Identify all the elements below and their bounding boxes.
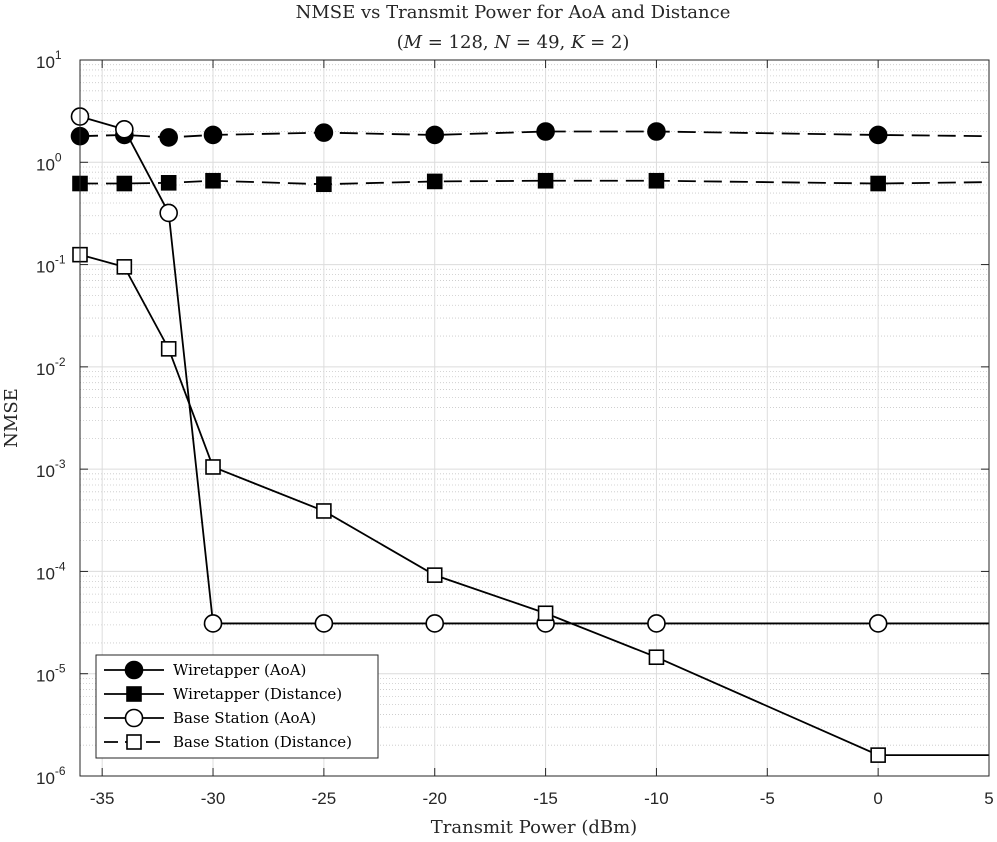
x-tick-label: 0 (873, 789, 882, 808)
data-point (426, 173, 443, 190)
y-tick-label: 10-3 (36, 457, 66, 481)
data-point (316, 503, 332, 519)
data-point (160, 175, 177, 191)
x-tick-label: -5 (760, 789, 775, 808)
x-tick-label: -15 (533, 789, 558, 808)
subtitle-part: K (570, 32, 586, 53)
x-tick-label: -30 (201, 789, 226, 808)
chart-title: NMSE vs Transmit Power for AoA and Dista… (296, 2, 731, 23)
series-line (79, 130, 990, 139)
data-point (868, 125, 888, 145)
series-line (80, 179, 990, 186)
data-point (314, 614, 334, 633)
legend-box (95, 654, 379, 759)
data-point (426, 567, 443, 583)
subtitle-part: M (403, 32, 423, 53)
data-point (648, 649, 665, 666)
series-3 (72, 246, 989, 763)
series-0 (70, 122, 990, 147)
legend-label: Wiretapper (Distance) (173, 685, 342, 703)
data-point (870, 747, 886, 763)
subtitle-part: = 49, (510, 32, 571, 53)
legend-label: Wiretapper (AoA) (173, 661, 306, 679)
y-tick-label: 10-6 (36, 764, 66, 788)
x-tick-label: -20 (422, 789, 447, 808)
data-point (316, 176, 332, 193)
subtitle-part: ( (397, 32, 404, 53)
data-point (647, 614, 666, 633)
series-1 (72, 172, 990, 193)
data-point (648, 172, 665, 189)
x-axis-ticks: -35 -30 -25 -20 -15 -10 -5 0 5 (90, 60, 994, 808)
data-point (116, 175, 133, 192)
legend-marker (124, 708, 144, 728)
data-point (203, 614, 223, 633)
y-axis-ticks: 101 100 10-1 10-2 10-3 10-4 10-5 10-6 (36, 48, 989, 788)
legend-label: Base Station (AoA) (173, 709, 316, 727)
data-point (425, 125, 445, 145)
series-2 (70, 107, 989, 633)
x-tick-label: 5 (984, 789, 993, 808)
data-point (536, 122, 555, 141)
x-axis-label: Transmit Power (dBm) (431, 817, 637, 838)
y-tick-label: 100 (36, 150, 62, 174)
data-point (205, 172, 221, 189)
data-point (159, 203, 178, 223)
data-point (870, 175, 886, 192)
x-tick-label: -35 (90, 789, 115, 808)
data-point (115, 120, 134, 139)
series-line (79, 115, 989, 625)
plot-frame (79, 59, 990, 777)
y-tick-label: 101 (36, 48, 62, 72)
x-tick-label: -10 (644, 789, 669, 808)
y-tick-label: 10-5 (36, 662, 66, 686)
x-tick-label: -25 (312, 789, 337, 808)
series-line (79, 253, 989, 757)
data-point (160, 341, 177, 357)
legend-marker (126, 734, 142, 750)
data-point (116, 259, 133, 275)
y-tick-label: 10-1 (36, 253, 66, 277)
subtitle-part: = 128, (422, 32, 494, 53)
y-tick-label: 10-4 (36, 559, 66, 583)
data-point (159, 128, 178, 147)
data-point (647, 122, 666, 141)
series-layer (70, 107, 990, 763)
legend-label: Base Station (Distance) (173, 733, 352, 751)
legend-marker (126, 686, 142, 702)
y-tick-label: 10-2 (36, 355, 66, 379)
data-point (425, 614, 445, 633)
data-point (314, 123, 334, 142)
y-axis-label: NMSE (1, 388, 22, 448)
chart-subtitle: (M = 128, N = 49, K = 2) (397, 32, 630, 53)
subtitle-part: N (493, 32, 511, 53)
subtitle-part: = 2) (584, 32, 629, 53)
data-point (205, 459, 221, 475)
data-point (537, 172, 554, 189)
data-point (203, 125, 223, 145)
data-point (537, 605, 554, 622)
data-point (868, 614, 888, 633)
minor-grid (80, 64, 989, 746)
legend-marker (124, 660, 144, 680)
legend: Wiretapper (AoA) Wiretapper (Distance) Bas… (95, 654, 379, 759)
